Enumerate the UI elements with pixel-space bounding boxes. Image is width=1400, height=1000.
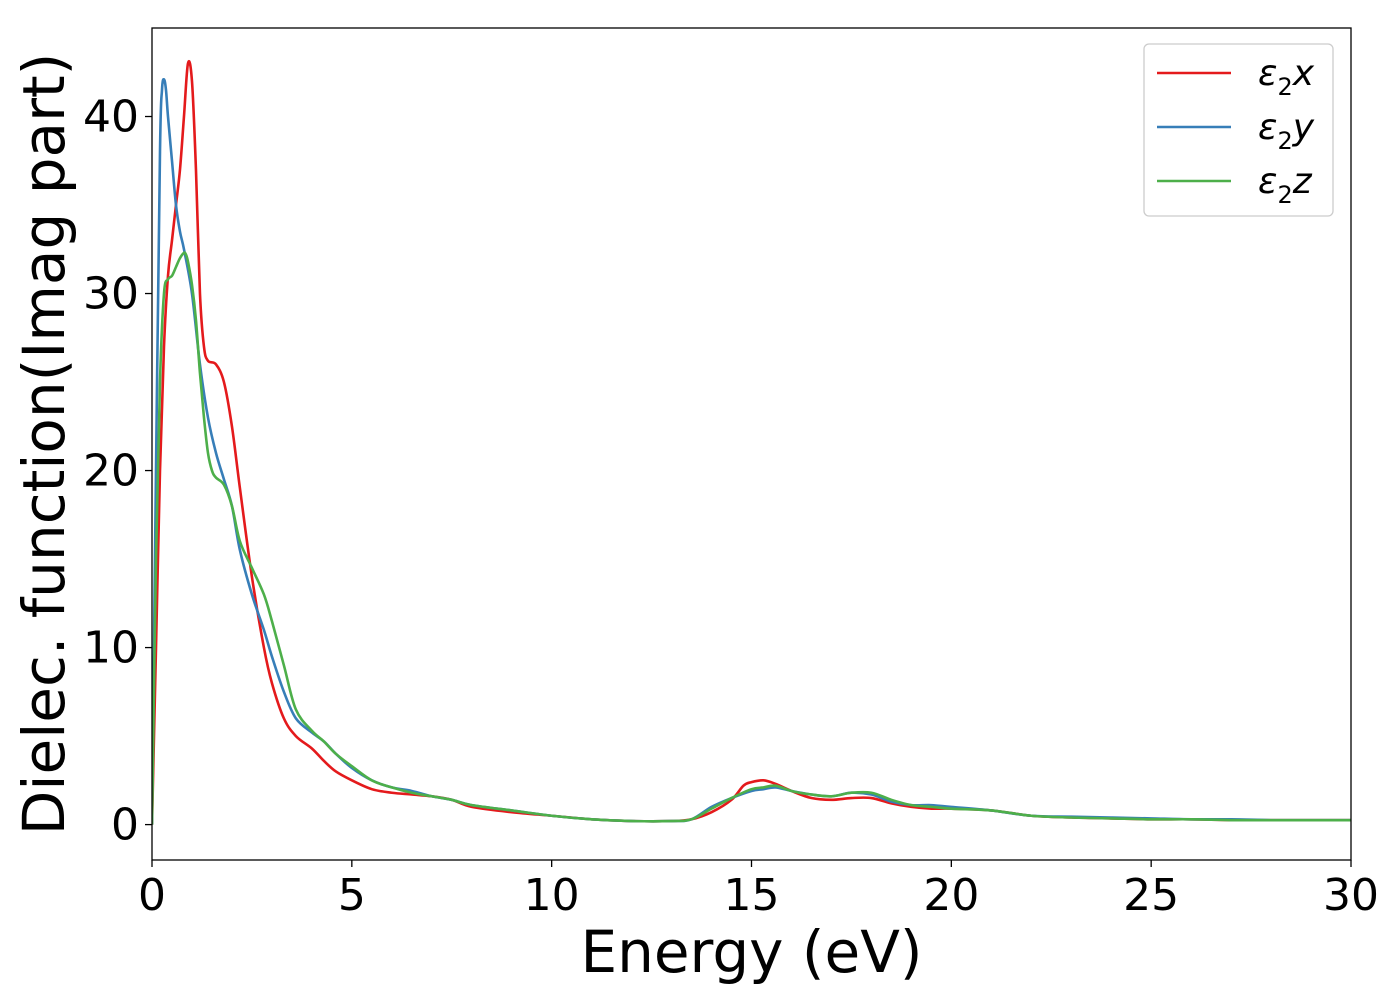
series-layer (152, 59, 1351, 825)
y-axis-label: Dielec. function(Imag part) (10, 53, 78, 836)
legend: ε2x ε2y ε2z (1143, 43, 1334, 217)
x-tick-label: 30 (1323, 870, 1379, 921)
legend-label-x: ε2x (1258, 53, 1315, 101)
series-line-z (152, 251, 1351, 825)
y-tick-label: 10 (83, 623, 139, 674)
legend-box (1143, 43, 1334, 217)
x-tick-label: 25 (1123, 870, 1179, 921)
legend-label-y: ε2y (1258, 107, 1315, 155)
x-tick-label: 10 (524, 870, 580, 921)
y-tick-label: 0 (111, 800, 139, 851)
y-axis: 0 10 20 30 40 (83, 92, 152, 851)
y-tick-label: 30 (83, 269, 139, 320)
legend-label-z: ε2z (1258, 161, 1313, 209)
x-tick-label: 5 (338, 870, 366, 921)
x-tick-label: 15 (724, 870, 780, 921)
x-tick-label: 20 (923, 870, 979, 921)
y-tick-label: 40 (83, 92, 139, 143)
x-axis: 0 5 10 15 20 25 30 (138, 860, 1379, 921)
y-tick-label: 20 (83, 446, 139, 497)
x-axis-label: Energy (eV) (580, 918, 922, 986)
x-tick-label: 0 (138, 870, 166, 921)
